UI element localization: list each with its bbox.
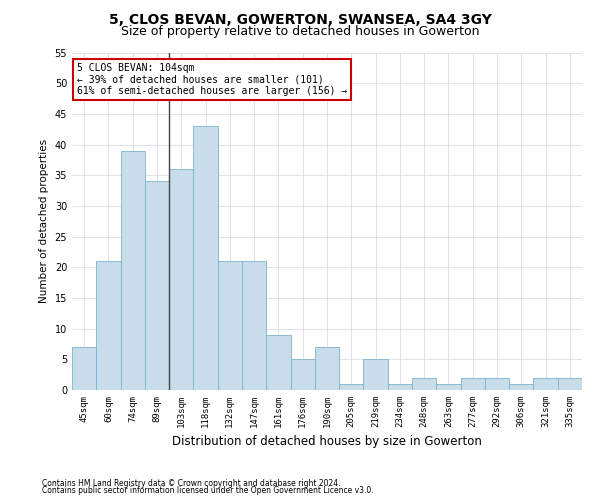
Text: Contains HM Land Registry data © Crown copyright and database right 2024.: Contains HM Land Registry data © Crown c… (42, 478, 341, 488)
Bar (72, 347, 96, 390)
Bar (485, 378, 509, 390)
Bar (461, 378, 485, 390)
Y-axis label: Number of detached properties: Number of detached properties (39, 139, 49, 304)
Bar (388, 384, 412, 390)
Bar (193, 126, 218, 390)
Bar (315, 347, 339, 390)
Text: 5 CLOS BEVAN: 104sqm
← 39% of detached houses are smaller (101)
61% of semi-deta: 5 CLOS BEVAN: 104sqm ← 39% of detached h… (77, 62, 347, 96)
Bar (533, 378, 558, 390)
Text: Size of property relative to detached houses in Gowerton: Size of property relative to detached ho… (121, 25, 479, 38)
Bar (266, 335, 290, 390)
Bar (218, 261, 242, 390)
Bar (121, 150, 145, 390)
Text: Contains public sector information licensed under the Open Government Licence v3: Contains public sector information licen… (42, 486, 374, 495)
Bar (509, 384, 533, 390)
Bar (558, 378, 582, 390)
Bar (145, 182, 169, 390)
Text: 5, CLOS BEVAN, GOWERTON, SWANSEA, SA4 3GY: 5, CLOS BEVAN, GOWERTON, SWANSEA, SA4 3G… (109, 12, 491, 26)
Bar (96, 261, 121, 390)
Bar (364, 360, 388, 390)
Bar (436, 384, 461, 390)
Bar (290, 360, 315, 390)
Bar (339, 384, 364, 390)
Bar (242, 261, 266, 390)
Bar (412, 378, 436, 390)
Bar (169, 169, 193, 390)
X-axis label: Distribution of detached houses by size in Gowerton: Distribution of detached houses by size … (172, 436, 482, 448)
